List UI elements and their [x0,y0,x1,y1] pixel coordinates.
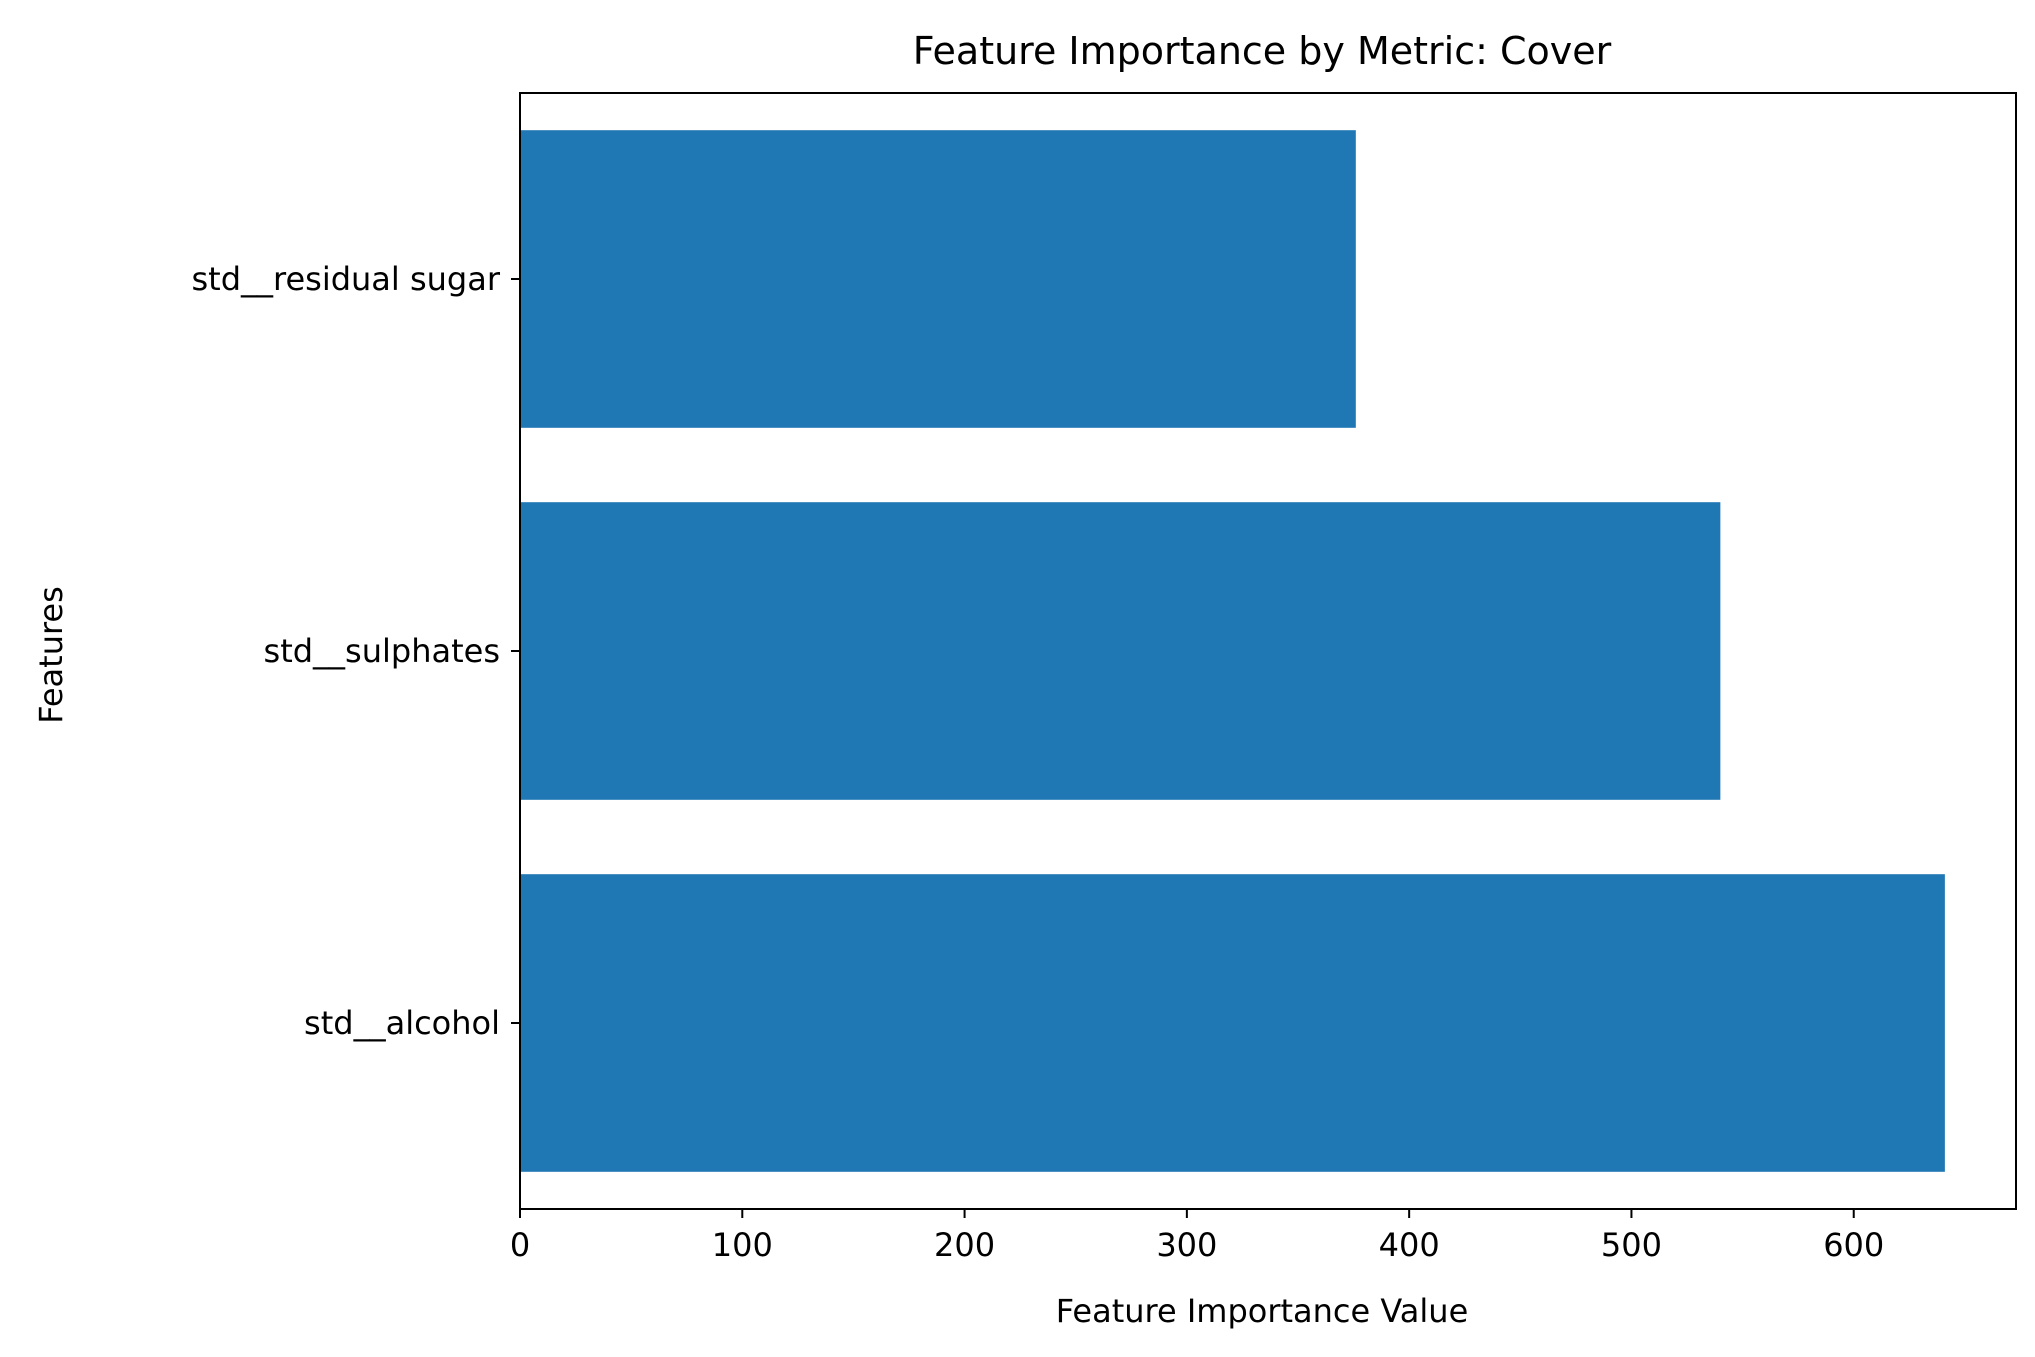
bars-group [520,130,1945,1172]
x-axis-ticks: 0 100 200 300 400 500 600 [510,1209,1884,1264]
chart-title: Feature Importance by Metric: Cover [913,29,1612,73]
x-tick-label: 400 [1379,1226,1440,1264]
x-tick-label: 0 [510,1226,530,1264]
y-tick-label: std__alcohol [304,1004,500,1042]
x-tick-label: 600 [1823,1226,1884,1264]
x-tick-label: 500 [1601,1226,1662,1264]
bar [520,130,1356,428]
y-axis-ticks: std__residual sugar std__sulphates std__al… [191,260,520,1042]
y-tick-label: std__residual sugar [191,260,500,298]
y-tick-label: std__sulphates [264,632,500,670]
x-tick-label: 300 [1156,1226,1217,1264]
y-axis-title: Features [32,586,70,724]
x-tick-label: 100 [712,1226,773,1264]
x-axis-title: Feature Importance Value [1056,1292,1469,1330]
plot-frame [519,92,2017,1210]
x-tick-label: 200 [934,1226,995,1264]
bar [520,502,1721,800]
bar [520,874,1945,1172]
